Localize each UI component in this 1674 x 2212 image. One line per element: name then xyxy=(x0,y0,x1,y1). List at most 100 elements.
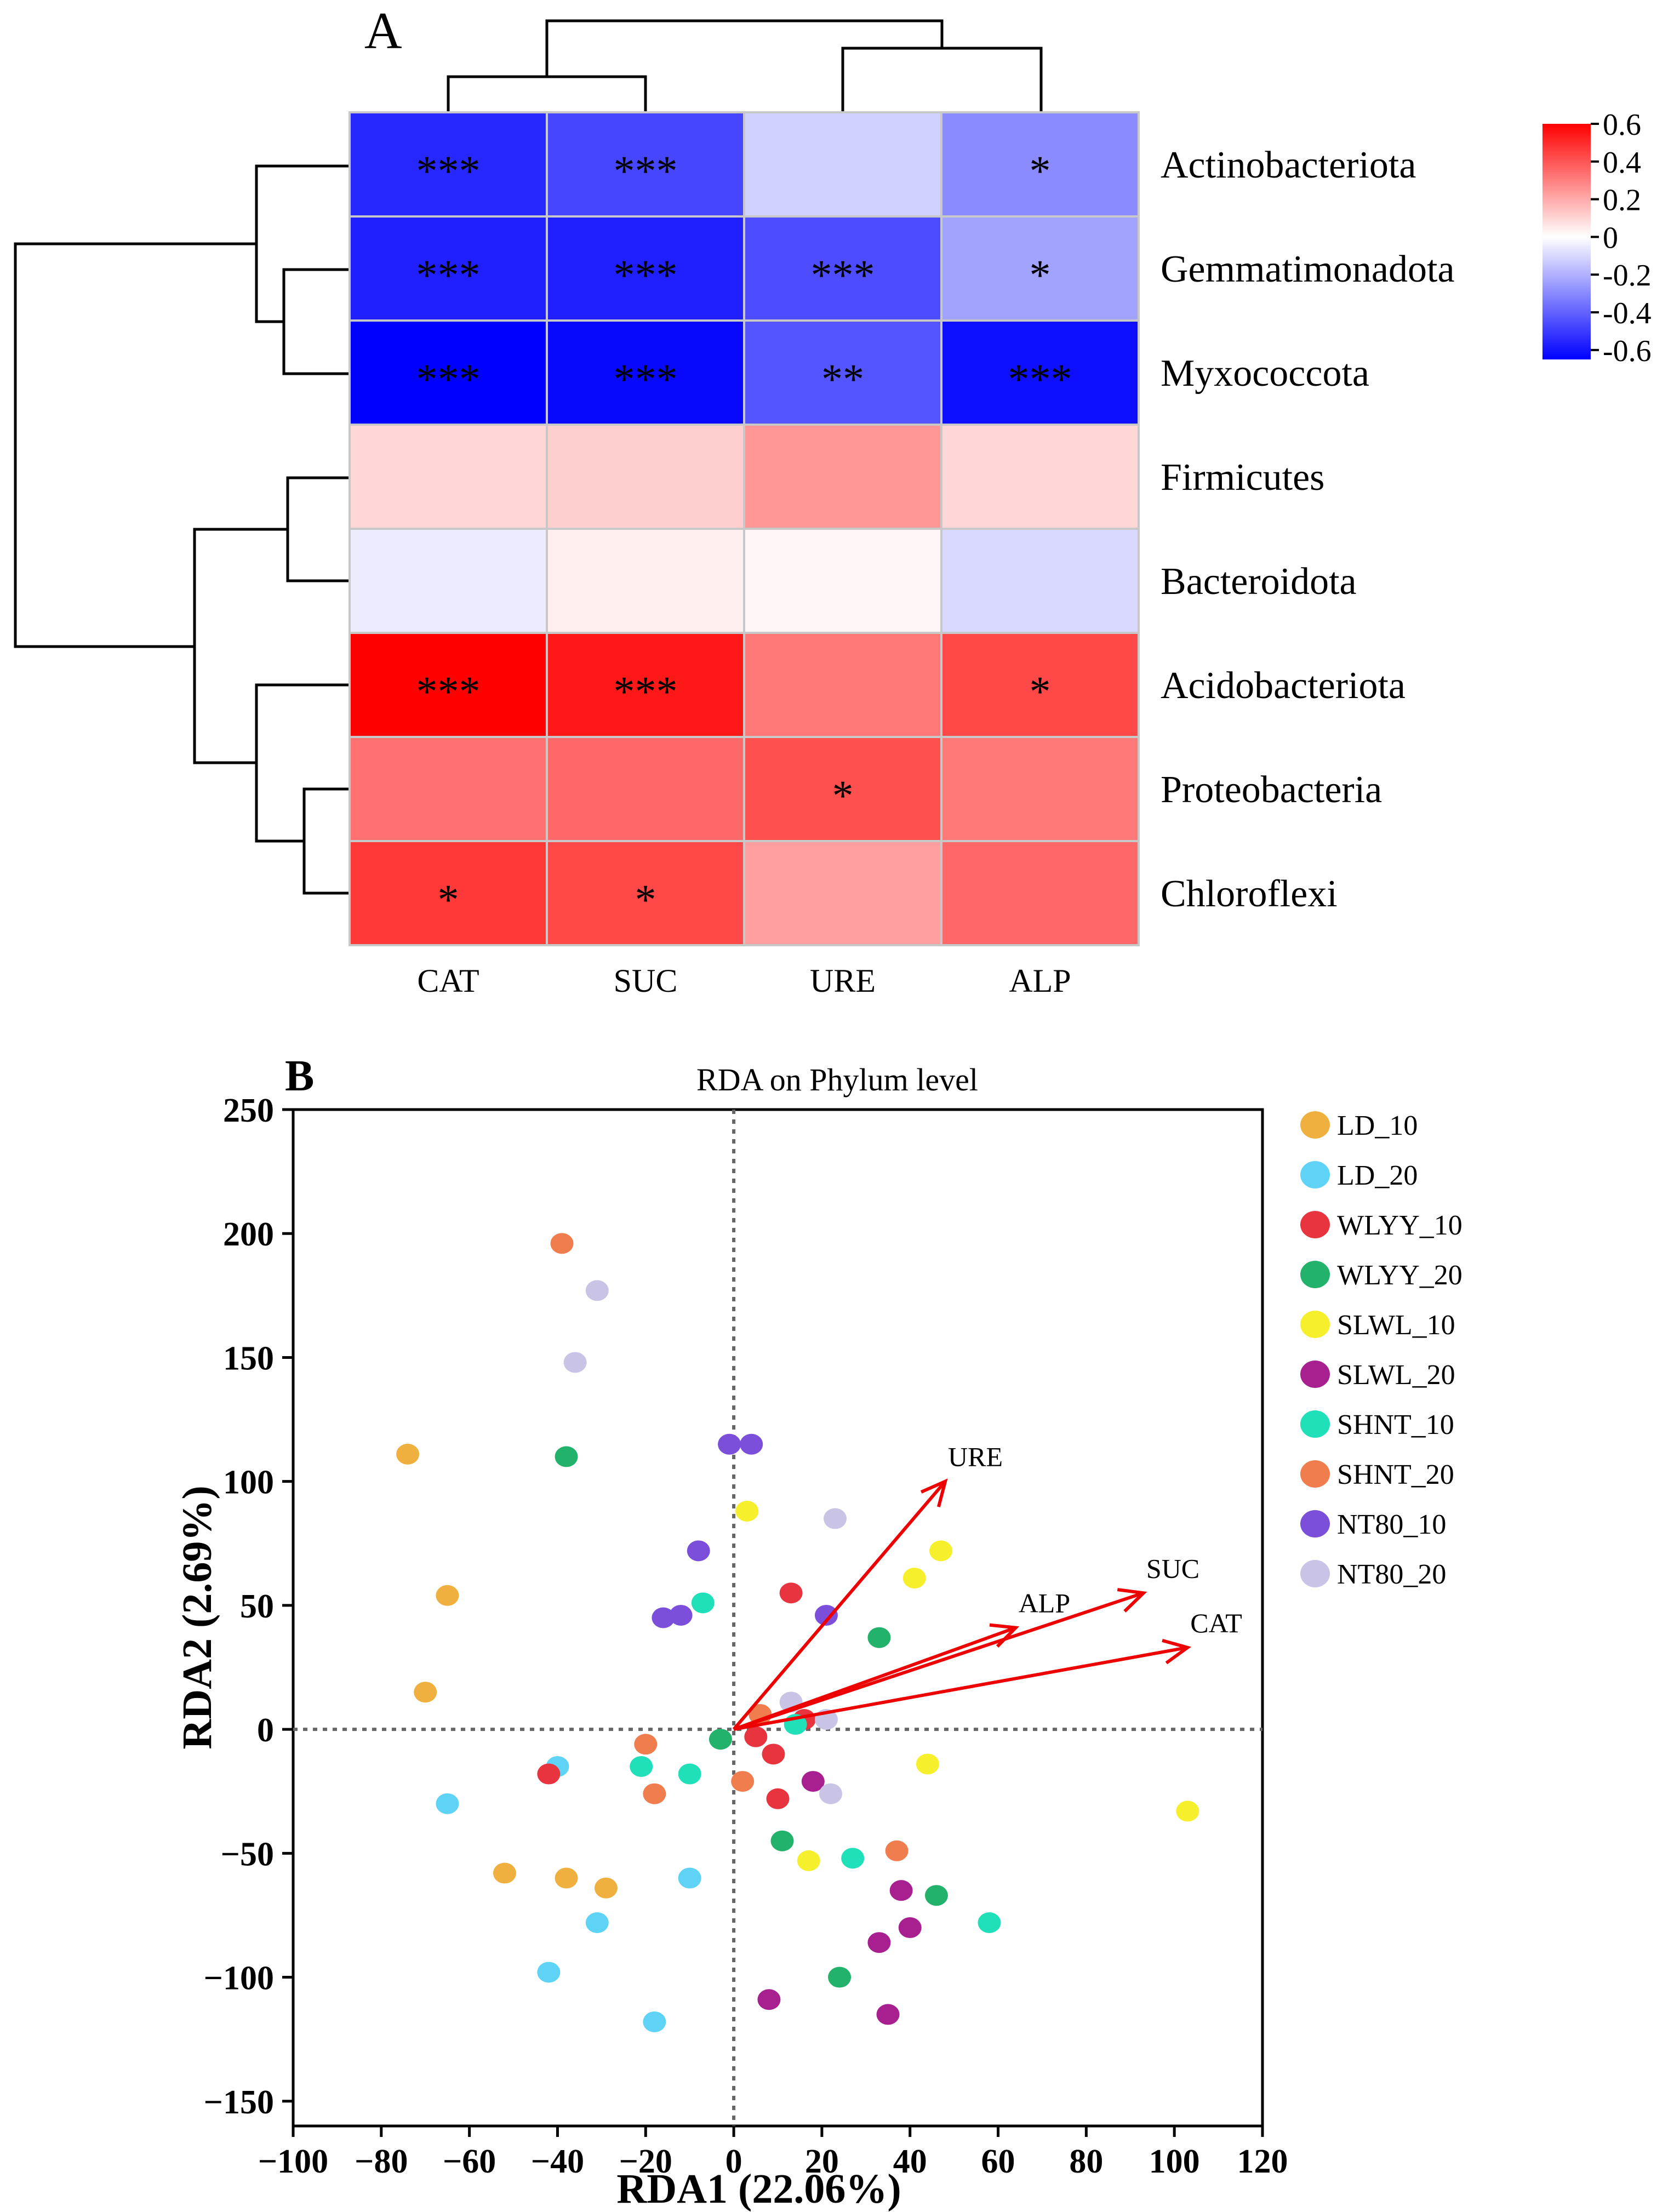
colorbar-tick-label: 0.6 xyxy=(1603,108,1641,142)
heatmap-cell xyxy=(940,424,1140,530)
heatmap-cell xyxy=(940,111,1140,218)
x-tick-label: −60 xyxy=(443,2143,496,2180)
point-ld-10 xyxy=(396,1443,420,1465)
point-ld-10 xyxy=(414,1682,437,1703)
point-wlyy-20 xyxy=(770,1830,794,1851)
point-shnt-10 xyxy=(630,1756,653,1777)
colorbar-tick-label: -0.6 xyxy=(1603,334,1652,368)
heatmap-cell xyxy=(743,319,942,426)
colorbar-ticks: 0.6 0.4 0.20 -0.2-0.4 -0.6 xyxy=(1591,108,1652,368)
legend-label: NT80_20 xyxy=(1337,1559,1446,1590)
heatmap-row-label: Acidobacteriota xyxy=(1161,665,1406,707)
panel-b-rda: B RDA on Phylum level −100 −80 −60 −40 −20 0 2… xyxy=(174,1052,1462,2212)
heatmap-cell xyxy=(743,632,942,738)
x-tick-label: 20 xyxy=(805,2143,839,2180)
rda-points xyxy=(396,1233,1199,2032)
point-ld-10 xyxy=(555,1867,578,1889)
point-slwl-10 xyxy=(929,1540,953,1562)
colorbar-tick-label: 0.2 xyxy=(1603,184,1641,218)
point-slwl-20 xyxy=(801,1771,825,1792)
heatmap-row-label: Proteobacteria xyxy=(1161,769,1382,811)
legend-label: WLYY_20 xyxy=(1337,1260,1462,1291)
significance-mark: *** xyxy=(614,251,678,299)
heatmap-column-label: SUC xyxy=(614,963,678,999)
point-ld-20 xyxy=(585,1912,609,1933)
x-tick-label: 80 xyxy=(1069,2143,1103,2180)
heatmap-cell xyxy=(546,424,745,530)
colorbar-tick-label: -0.4 xyxy=(1603,296,1652,330)
legend-label: LD_20 xyxy=(1337,1160,1418,1191)
heatmap-cell xyxy=(546,111,745,218)
legend-swatch xyxy=(1300,1261,1330,1288)
heatmap-row-label: Bacteroidota xyxy=(1161,561,1357,603)
significance-mark: * xyxy=(1030,147,1051,195)
significance-mark: *** xyxy=(416,147,481,195)
point-shnt-10 xyxy=(978,1912,1001,1933)
point-slwl-10 xyxy=(797,1850,820,1871)
vector-arrowhead xyxy=(920,1478,948,1507)
vector-label: ALP xyxy=(1019,1588,1070,1619)
point-slwl-20 xyxy=(876,2004,900,2025)
heatmap-cell xyxy=(546,736,745,842)
point-shnt-20 xyxy=(885,1840,909,1861)
panel-a-heatmap: A *** *** **** *** *** **** *** ** ****** *** *** *… xyxy=(14,2,1652,999)
vector-cat xyxy=(733,1645,1188,1731)
heatmap-cell xyxy=(743,215,942,322)
heatmap-cell xyxy=(940,840,1140,946)
significance-mark: *** xyxy=(416,355,481,403)
point-slwl-10 xyxy=(916,1753,939,1775)
point-slwl-20 xyxy=(757,1989,781,2010)
legend-swatch xyxy=(1300,1460,1330,1488)
heatmap-cell xyxy=(940,736,1140,842)
point-wlyy-10 xyxy=(766,1788,790,1809)
x-tick-label: −80 xyxy=(355,2143,408,2180)
y-tick-label: 50 xyxy=(240,1588,274,1625)
heatmap-cell xyxy=(348,424,548,530)
point-wlyy-20 xyxy=(828,1967,852,1988)
vector-label: SUC xyxy=(1146,1553,1199,1584)
legend-swatch xyxy=(1300,1211,1330,1238)
heatmap-cell xyxy=(743,424,942,530)
point-nt80-10 xyxy=(687,1540,710,1562)
column-dendrogram xyxy=(447,19,1043,112)
significance-mark: *** xyxy=(614,667,678,715)
heatmap-cell xyxy=(940,215,1140,322)
plot-frame xyxy=(292,1108,1264,2128)
heatmap-column-label: CAT xyxy=(417,963,479,999)
point-slwl-20 xyxy=(867,1932,891,1953)
point-shnt-20 xyxy=(634,1734,658,1755)
legend-label: WLYY_10 xyxy=(1337,1210,1462,1241)
point-ld-10 xyxy=(594,1877,618,1899)
x-tick-label: −20 xyxy=(619,2143,672,2180)
heatmap-cell xyxy=(743,111,942,218)
significance-mark: * xyxy=(635,876,656,923)
significance-mark: *** xyxy=(811,251,875,299)
rda-axes: −100 −80 −60 −40 −20 0 20 40 60 80 100 120 −150 −100 −… xyxy=(204,1092,1288,2180)
legend-label: SHNT_10 xyxy=(1337,1409,1454,1441)
legend-swatch xyxy=(1300,1311,1330,1338)
legend-label: SLWL_10 xyxy=(1337,1310,1455,1341)
point-nt80-10 xyxy=(718,1433,741,1455)
legend-swatch xyxy=(1300,1361,1330,1388)
heatmap-cell xyxy=(546,319,745,426)
vector-suc xyxy=(733,1591,1144,1731)
point-nt80-20 xyxy=(824,1508,847,1529)
vector-arrowhead xyxy=(1162,1639,1192,1665)
x-tick-label: 120 xyxy=(1237,2143,1288,2180)
heatmap-row-label: Myxococcota xyxy=(1161,352,1369,395)
heatmap-cells: *** *** **** *** *** **** *** ** ****** *** *** * xyxy=(348,111,1140,946)
x-tick-label: 40 xyxy=(893,2143,927,2180)
heatmap-cell xyxy=(940,528,1140,634)
heatmap-column-labels: CAT SUC URE ALP xyxy=(417,963,1071,999)
vector-ure xyxy=(732,1480,947,1731)
point-slwl-20 xyxy=(898,1917,922,1939)
heatmap-cell xyxy=(546,215,745,322)
heatmap-column-label: URE xyxy=(810,963,876,999)
point-shnt-20 xyxy=(550,1233,574,1254)
significance-mark: * xyxy=(1030,667,1051,715)
point-nt80-20 xyxy=(585,1280,609,1301)
colorbar: 0.6 0.4 0.20 -0.2-0.4 -0.6 xyxy=(1542,108,1652,368)
point-nt80-10 xyxy=(652,1607,675,1628)
point-wlyy-10 xyxy=(744,1726,768,1747)
heatmap-cell xyxy=(348,319,548,426)
